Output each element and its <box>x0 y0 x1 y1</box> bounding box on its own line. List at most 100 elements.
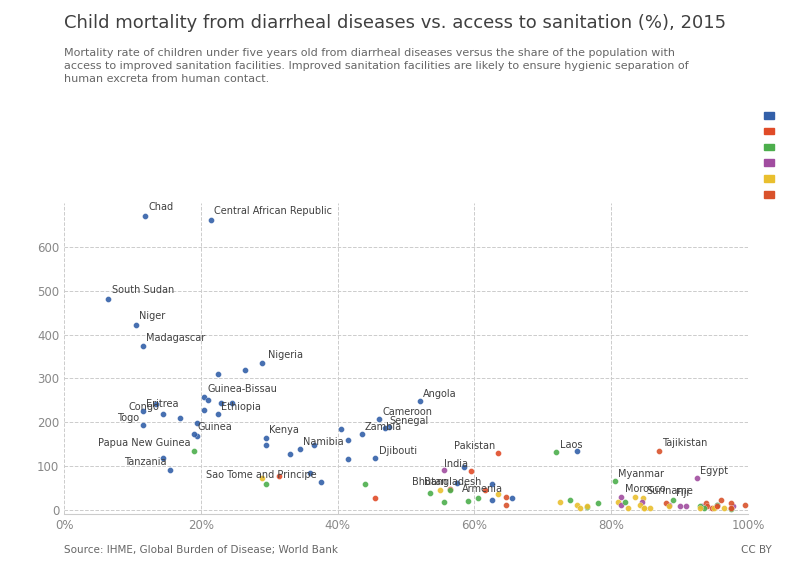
Point <box>690 473 703 483</box>
Point <box>674 502 686 511</box>
Text: Sao Tome and Principe: Sao Tome and Principe <box>206 470 317 480</box>
Text: Source: IHME, Global Burden of Disease; World Bank: Source: IHME, Global Burden of Disease; … <box>64 545 338 555</box>
Point <box>369 493 382 502</box>
Point <box>202 396 214 405</box>
Point <box>725 505 738 514</box>
Point <box>382 423 395 432</box>
Point <box>694 502 706 511</box>
Point <box>706 503 719 512</box>
Point <box>663 502 676 511</box>
Text: Fiji: Fiji <box>676 488 690 498</box>
Point <box>637 493 650 502</box>
Point <box>150 399 162 408</box>
Point <box>680 502 693 511</box>
Text: Namibia: Namibia <box>303 437 344 447</box>
Point <box>444 484 457 493</box>
Point <box>225 398 238 407</box>
Point <box>342 455 354 464</box>
Point <box>615 500 628 509</box>
Point <box>438 497 450 506</box>
Point <box>697 503 710 512</box>
Point <box>618 497 631 506</box>
Point <box>157 410 170 419</box>
Point <box>465 467 478 476</box>
Point <box>211 370 224 379</box>
Point <box>707 503 720 512</box>
Point <box>334 424 347 433</box>
Point <box>372 415 385 424</box>
Text: Madagascar: Madagascar <box>146 333 206 342</box>
Text: Suriname: Suriname <box>646 486 694 496</box>
Point <box>191 432 204 441</box>
Text: Papua New Guinea: Papua New Guinea <box>98 438 190 449</box>
Text: Nigeria: Nigeria <box>268 350 303 360</box>
Point <box>725 499 738 508</box>
Text: Eritrea: Eritrea <box>146 399 178 409</box>
Text: Ethiopia: Ethiopia <box>222 402 261 412</box>
Point <box>550 447 563 457</box>
Point <box>608 476 621 485</box>
Text: Cameroon: Cameroon <box>382 407 432 417</box>
Text: Zambia: Zambia <box>365 422 402 432</box>
Point <box>478 485 491 494</box>
Point <box>259 441 272 450</box>
Point <box>581 502 594 511</box>
Point <box>711 501 724 510</box>
Point <box>256 359 269 368</box>
Point <box>506 493 518 502</box>
Point <box>461 497 474 506</box>
Point <box>612 497 625 506</box>
Point <box>699 499 712 508</box>
Point <box>187 430 200 439</box>
Point <box>663 501 676 510</box>
Text: Kenya: Kenya <box>269 425 299 436</box>
Point <box>136 421 149 430</box>
Point <box>307 441 320 450</box>
Text: Tanzania: Tanzania <box>124 457 166 467</box>
Text: Guinea: Guinea <box>198 422 232 432</box>
Point <box>714 496 727 505</box>
Point <box>136 407 149 416</box>
Text: Pakistan: Pakistan <box>454 441 495 451</box>
Point <box>471 493 484 502</box>
Point <box>198 406 210 415</box>
Point <box>444 485 457 494</box>
Point <box>570 500 583 509</box>
Text: Senegal: Senegal <box>389 416 428 426</box>
Text: Niger: Niger <box>139 311 166 321</box>
Point <box>738 500 751 509</box>
Text: Chad: Chad <box>148 202 174 212</box>
Point <box>659 499 672 508</box>
Point <box>102 294 115 303</box>
Point <box>492 490 505 499</box>
Point <box>414 397 426 406</box>
Point <box>696 502 709 511</box>
Point <box>423 489 436 498</box>
Text: Armenia: Armenia <box>462 484 502 494</box>
Point <box>205 215 218 224</box>
Point <box>554 497 566 506</box>
Text: India: India <box>443 459 467 469</box>
Text: Child mortality from diarrheal diseases vs. access to sanitation (%), 2015: Child mortality from diarrheal diseases … <box>64 14 726 32</box>
Text: Morocco: Morocco <box>625 484 666 494</box>
Point <box>634 501 646 510</box>
Text: South Sudan: South Sudan <box>112 285 174 295</box>
Point <box>314 477 327 486</box>
Text: Central African Republic: Central African Republic <box>214 206 333 216</box>
Point <box>638 503 650 512</box>
Point <box>492 449 505 458</box>
Text: Congo: Congo <box>129 402 160 412</box>
Point <box>187 446 200 455</box>
Point <box>283 449 296 458</box>
Point <box>304 468 317 477</box>
Point <box>718 504 730 513</box>
Point <box>615 492 628 501</box>
Point <box>499 500 512 509</box>
Point <box>564 496 577 505</box>
Point <box>666 496 679 505</box>
Point <box>259 480 272 489</box>
Point <box>438 466 450 475</box>
Text: Guinea-Bissau: Guinea-Bissau <box>208 384 278 394</box>
Text: Mortality rate of children under five years old from diarrheal diseases versus t: Mortality rate of children under five ye… <box>64 48 689 84</box>
Point <box>259 433 272 442</box>
